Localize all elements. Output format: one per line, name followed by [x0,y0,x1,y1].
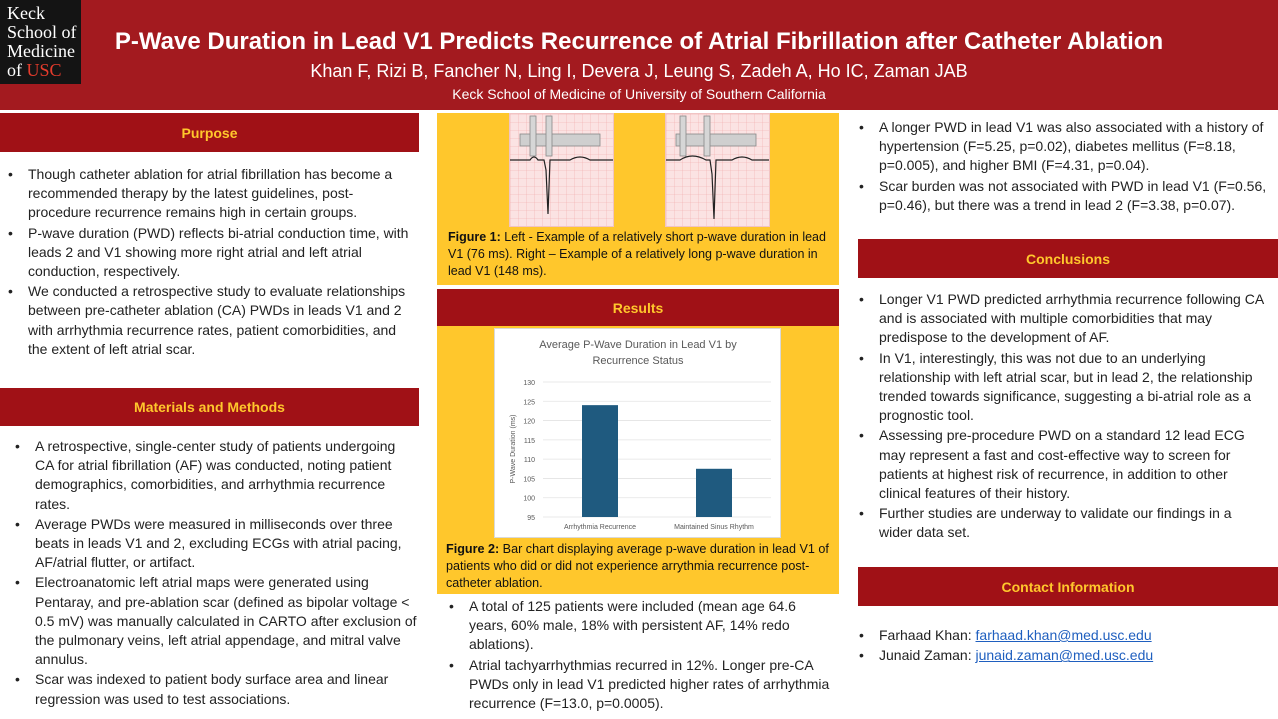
conclusions-list: Longer V1 PWD predicted arrhythmia recur… [851,290,1267,544]
contact-item: Junaid Zaman: junaid.zaman@med.usc.edu [851,646,1267,665]
purpose-list: Though catheter ablation for atrial fibr… [0,165,416,360]
contact-item: Farhaad Khan: farhaad.khan@med.usc.edu [851,626,1267,645]
list-item: Average PWDs were measured in millisecon… [7,515,417,573]
bar-chart: Average P-Wave Duration in Lead V1 by Re… [494,328,781,538]
poster-header: Keck School of Medicine of USC P-Wave Du… [0,0,1278,110]
ecg-short-pwd-image [509,113,614,227]
list-item: P-wave duration (PWD) reflects bi-atrial… [0,224,416,282]
chart-y-tick-label: 105 [523,476,535,483]
chart-gridlines: 95 100 105 110 115 120 125 130 [523,380,771,522]
list-item: A total of 125 patients were included (m… [441,597,835,655]
list-item: We conducted a retrospective study to ev… [0,282,416,359]
chart-y-tick-label: 100 [523,496,535,503]
figure1-text: Left - Example of a relatively short p-w… [448,230,826,278]
list-item: Further studies are underway to validate… [851,504,1267,542]
results-heading: Results [437,289,839,326]
logo-line: School of [7,22,77,42]
logo-line: of USC [7,61,81,80]
list-item: Atrial tachyarrhythmias recurred in 12%.… [441,656,835,714]
conclusions-heading: Conclusions [858,239,1278,278]
list-item: Scar burden was not associated with PWD … [851,177,1267,215]
chart-bars: Arrhythmia Recurrence Maintained Sinus Rh… [564,405,754,531]
contact-email-link[interactable]: junaid.zaman@med.usc.edu [975,647,1154,664]
list-item: Assessing pre-procedure PWD on a standar… [851,426,1267,503]
list-item: A longer PWD in lead V1 was also associa… [851,118,1267,176]
contact-email-link[interactable]: farhaad.khan@med.usc.edu [975,627,1152,643]
poster-authors: Khan F, Rizi B, Fancher N, Ling I, Dever… [310,61,968,81]
chart-y-tick-label: 110 [524,457,535,464]
chart-y-tick-label: 115 [524,438,535,445]
chart-bar [696,468,732,517]
chart-bar [582,405,618,517]
list-item: Though catheter ablation for atrial fibr… [0,165,416,223]
chart-x-tick-label: Maintained Sinus Rhythm [674,524,754,531]
ecg-long-pwd-image [665,113,770,227]
logo-usc: USC [26,60,62,80]
logo-line: Keck [7,3,45,23]
chart-y-tick-label: 95 [527,515,535,522]
list-item: Longer V1 PWD predicted arrhythmia recur… [851,290,1267,348]
chart-y-tick-label: 125 [523,399,535,406]
contact-heading: Contact Information [858,567,1278,606]
purpose-heading: Purpose [0,113,419,152]
results-list-continued: A longer PWD in lead V1 was also associa… [851,118,1267,216]
chart-svg: Average P-Wave Duration in Lead V1 by Re… [510,339,771,531]
chart-y-tick-label: 120 [523,419,535,426]
list-item: A retrospective, single-center study of … [7,437,417,514]
poster-affiliation: Keck School of Medicine of University of… [452,86,826,102]
figure2-caption: Figure 2: Bar chart displaying average p… [446,541,836,592]
logo-of: of [7,60,27,80]
contact-list: Farhaad Khan: farhaad.khan@med.usc.edu J… [851,626,1267,666]
methods-list: A retrospective, single-center study of … [7,437,417,710]
list-item: Scar was indexed to patient body surface… [7,670,417,708]
list-item: In V1, interestingly, this was not due t… [851,349,1267,426]
chart-title-line1: Average P-Wave Duration in Lead V1 by [539,339,737,351]
chart-x-tick-label: Arrhythmia Recurrence [564,524,636,531]
logo-line: Medicine [7,41,75,61]
results-list: A total of 125 patients were included (m… [441,597,835,714]
chart-title-line2: Recurrence Status [592,355,684,367]
figure2-label: Figure 2: [446,542,500,556]
chart-y-tick-label: 130 [523,380,535,387]
figure2-text: Bar chart displaying average p-wave dura… [446,542,829,590]
keck-usc-logo: Keck School of Medicine of USC [0,0,81,84]
contact-name: Junaid Zaman: [879,647,976,664]
contact-name: Farhaad Khan: [879,627,976,643]
chart-y-axis-label: P-Wave Duration (ms) [510,415,517,484]
list-item: Electroanatomic left atrial maps were ge… [7,573,417,669]
methods-heading: Materials and Methods [0,388,419,426]
figure1-panel [437,113,839,285]
poster-title: P-Wave Duration in Lead V1 Predicts Recu… [114,28,1164,55]
figure1-label: Figure 1: [448,230,501,244]
figure1-caption: Figure 1: Left - Example of a relatively… [448,229,833,280]
